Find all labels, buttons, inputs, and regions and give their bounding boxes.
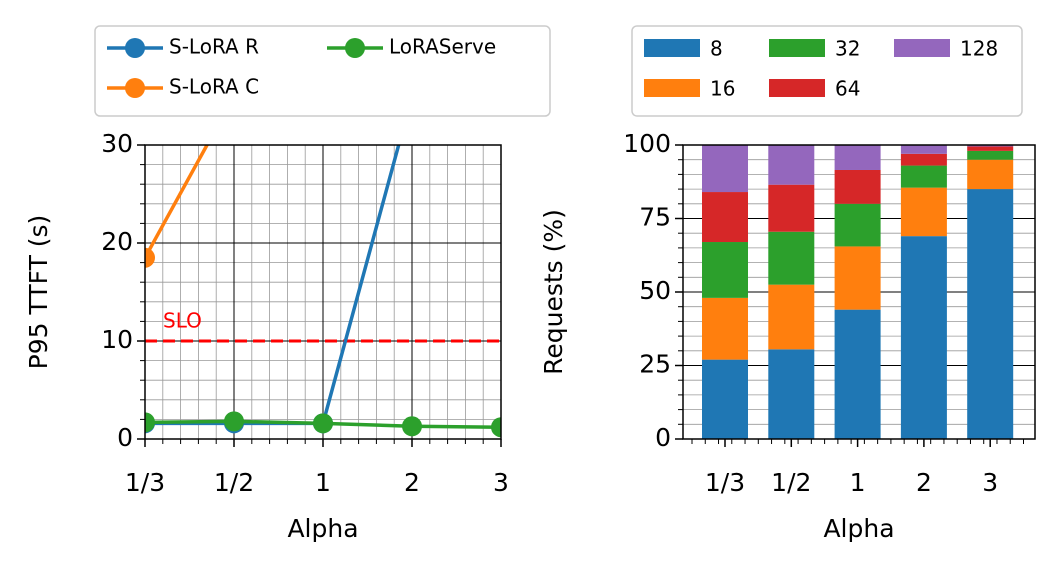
y-tick-label: 100	[623, 129, 671, 158]
bar-segment	[967, 189, 1014, 439]
bar-segment	[900, 153, 947, 166]
x-axis-label: Alpha	[287, 514, 358, 543]
bar-segment	[768, 349, 815, 439]
bar-segment	[834, 203, 881, 247]
x-tick-label: 2	[404, 468, 420, 497]
bar-segment	[702, 297, 748, 360]
bar-segment	[900, 187, 947, 237]
bar-segment	[834, 309, 881, 439]
legend-marker	[125, 38, 145, 58]
bar-segment	[967, 146, 1014, 151]
x-tick-label: 1	[315, 468, 331, 497]
legend-frame	[94, 25, 551, 117]
bar-segment	[702, 192, 748, 243]
x-tick-label: 1/2	[214, 468, 254, 497]
x-tick-label: 3	[493, 468, 509, 497]
legend-marker	[125, 78, 145, 98]
legend-swatch	[769, 79, 825, 97]
bar-segment	[967, 159, 1014, 190]
legend-label: 32	[835, 37, 860, 61]
y-tick-label: 0	[117, 423, 133, 452]
legend-label: 8	[710, 37, 723, 61]
y-tick-label: 25	[639, 350, 671, 379]
legend-swatch	[894, 39, 950, 57]
y-tick-label: 50	[639, 276, 671, 305]
legend-label: S-LoRA C	[169, 75, 259, 99]
marker	[145, 247, 155, 268]
plot-frame	[682, 144, 1036, 440]
marker	[491, 417, 501, 438]
annotation-text: SLO	[163, 309, 202, 333]
bar-segment	[768, 184, 815, 232]
y-axis-label: P95 TTFT (s)	[24, 215, 53, 370]
bar-segment	[900, 165, 947, 188]
x-tick-label: 1/3	[125, 468, 165, 497]
legend-label: S-LoRA R	[169, 35, 259, 59]
x-tick-label: 2	[916, 468, 932, 497]
x-tick-label: 1/2	[771, 468, 811, 497]
x-tick-label: 1/3	[705, 468, 745, 497]
x-tick-label: 3	[982, 468, 998, 497]
legend-marker	[345, 38, 365, 58]
y-tick-label: 0	[655, 423, 671, 452]
series-line	[145, 145, 210, 259]
legend-swatch	[644, 39, 700, 57]
marker	[402, 416, 422, 437]
bar-segment	[768, 284, 815, 350]
bar-segment	[834, 246, 881, 310]
x-axis-label: Alpha	[823, 514, 894, 543]
y-tick-label: 30	[101, 129, 133, 158]
marker	[224, 411, 244, 432]
legend-label: 128	[960, 37, 998, 61]
y-tick-label: 20	[101, 227, 133, 256]
bar-segment	[702, 359, 748, 439]
bar-segment	[702, 145, 748, 193]
bar-segment	[834, 145, 881, 170]
bar-segment	[768, 145, 815, 185]
y-tick-label: 10	[101, 325, 133, 354]
legend-swatch	[644, 79, 700, 97]
plot-frame	[144, 144, 502, 440]
plot-clip	[145, 145, 501, 438]
legend-swatch	[769, 39, 825, 57]
bar-segment	[900, 236, 947, 439]
legend-label: 64	[835, 77, 860, 101]
y-tick-label: 75	[639, 203, 671, 232]
legend: S-LoRA R S-LoRA C LoRAServe	[94, 25, 551, 117]
bar-segment	[834, 169, 881, 204]
y-axis-label: Requests (%)	[539, 209, 568, 375]
bar-segment	[768, 231, 815, 285]
legend: 8 16 32 64 128	[631, 25, 1023, 117]
legend-label: 16	[710, 77, 735, 101]
x-tick-label: 1	[850, 468, 866, 497]
marker	[145, 412, 155, 433]
bar-segment	[900, 145, 947, 154]
marker	[313, 413, 333, 434]
legend-label: LoRAServe	[389, 35, 496, 59]
bar-segment	[702, 242, 748, 298]
bar-segment	[967, 150, 1014, 160]
